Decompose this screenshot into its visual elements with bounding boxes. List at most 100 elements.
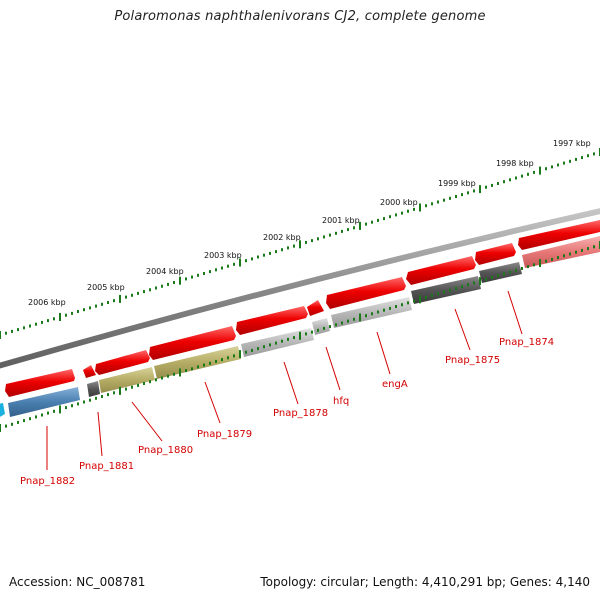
inner-ring-minor-tick <box>257 347 259 351</box>
inner-ring-major-tick <box>239 350 241 359</box>
callout-line-pnap-1880 <box>131 401 163 442</box>
inner-ring-minor-tick <box>23 419 25 423</box>
scale-ring-minor-tick <box>563 161 565 165</box>
inner-ring-minor-tick <box>377 310 379 314</box>
gene-reverse-light-2 <box>312 318 330 335</box>
inner-ring-minor-tick <box>437 292 439 296</box>
callout-line-pnap-1879 <box>204 381 221 424</box>
inner-ring-minor-tick <box>425 296 427 299</box>
inner-ring-minor-tick <box>545 259 547 263</box>
inner-ring-minor-tick <box>305 332 307 336</box>
scale-ring-minor-tick <box>407 209 409 213</box>
scale-ring-minor-tick <box>89 306 91 310</box>
inner-ring-minor-tick <box>203 363 205 367</box>
gene-reverse-olive-1 <box>99 367 155 393</box>
inner-ring-minor-tick <box>35 415 37 419</box>
scale-ring-minor-tick <box>23 326 25 330</box>
scale-ring-minor-tick <box>533 170 535 174</box>
gene-label-pnap-1881: Pnap_1881 <box>79 461 134 472</box>
inner-ring-minor-tick <box>17 420 19 424</box>
scale-ring-minor-tick <box>365 222 367 226</box>
inner-ring-minor-tick <box>191 367 193 371</box>
inner-ring-minor-tick <box>269 343 271 347</box>
scale-ring-minor-tick <box>5 331 7 335</box>
scale-ring-minor-tick <box>401 211 403 215</box>
scale-ring-minor-tick <box>53 317 55 321</box>
inner-ring-minor-tick <box>311 330 313 334</box>
scale-ring-minor-tick <box>443 198 445 202</box>
inner-ring-minor-tick <box>485 277 487 281</box>
inner-ring-minor-tick <box>323 326 325 330</box>
scale-ring-minor-tick <box>113 299 115 303</box>
scale-ring-minor-tick <box>521 174 523 178</box>
inner-ring-minor-tick <box>65 406 67 410</box>
scale-ring-minor-tick <box>593 152 595 156</box>
gene-forward-4 <box>149 326 236 360</box>
inner-ring-major-tick <box>479 277 481 286</box>
gene-forward-2 <box>83 365 96 378</box>
scale-ring-minor-tick <box>17 328 19 332</box>
scale-ring-minor-tick <box>173 281 175 284</box>
gene-reverse-blue <box>8 387 80 417</box>
scale-ring-minor-tick <box>353 226 355 230</box>
scale-ring-dots <box>5 152 595 335</box>
gene-label-pnap-1875: Pnap_1875 <box>445 355 500 366</box>
inner-ring-minor-tick <box>167 374 169 378</box>
inner-ring-minor-tick <box>245 350 247 354</box>
gene-label-pnap-1879: Pnap_1879 <box>197 429 252 440</box>
scale-ring-minor-tick <box>263 253 265 257</box>
gene-callout-lines <box>46 290 523 470</box>
scale-ring-minor-tick <box>383 217 385 221</box>
scale-ring-minor-tick <box>227 264 229 268</box>
inner-ring-minor-tick <box>173 372 175 376</box>
callout-line-pnap-1878 <box>283 361 299 405</box>
genome-summary-text: Topology: circular; Length: 4,410,291 bp… <box>260 575 590 589</box>
inner-ring-minor-tick <box>281 339 283 343</box>
inner-ring-minor-tick <box>365 314 367 318</box>
inner-ring-dots <box>5 245 595 428</box>
inner-ring-minor-tick <box>41 413 43 417</box>
scale-ring-minor-tick <box>497 182 499 185</box>
scale-ring-minor-tick <box>29 324 31 328</box>
inner-ring-major-tick <box>299 331 301 340</box>
scale-ring-minor-tick <box>41 320 43 324</box>
scale-ring-minor-tick <box>251 257 253 261</box>
inner-ring-minor-tick <box>197 365 199 369</box>
inner-ring-minor-tick <box>383 308 385 312</box>
inner-ring-minor-tick <box>317 328 319 332</box>
gene-reverse-pink <box>522 236 600 268</box>
scale-ring-minor-tick <box>143 290 145 294</box>
scale-ring-minor-tick <box>281 248 283 252</box>
gene-reverse-dark-1 <box>411 276 481 304</box>
scale-ring-minor-tick <box>395 213 397 217</box>
inner-ring-minor-tick <box>47 411 49 415</box>
reverse-strand-genes <box>0 236 600 417</box>
scale-ring-minor-tick <box>371 220 373 224</box>
scale-ring-major-tick <box>479 185 481 194</box>
scale-ring-minor-tick <box>125 295 127 299</box>
scale-ring-minor-tick <box>335 231 337 235</box>
scale-ring-minor-tick <box>323 235 325 239</box>
scale-ring-major-tick <box>419 203 421 212</box>
scale-ring-minor-tick <box>329 233 331 237</box>
inner-ring-minor-tick <box>521 267 523 270</box>
scale-ring-minor-tick <box>581 156 583 160</box>
scale-ring-minor-tick <box>431 202 433 206</box>
gene-label-pnap-1882: Pnap_1882 <box>20 476 75 487</box>
inner-ring-minor-tick <box>407 301 409 305</box>
genome-backbone <box>0 208 600 369</box>
inner-ring-minor-tick <box>581 248 583 252</box>
scale-ring-minor-tick <box>473 189 475 193</box>
scale-ring-minor-tick <box>377 218 379 222</box>
scale-label-1998: 1998 kbp <box>496 159 534 168</box>
scale-ring-minor-tick <box>209 270 211 274</box>
inner-ring-minor-tick <box>11 422 13 426</box>
inner-ring-minor-tick <box>557 256 559 260</box>
scale-label-2003: 2003 kbp <box>204 251 242 260</box>
scale-ring-minor-tick <box>269 251 271 255</box>
inner-ring-minor-tick <box>449 288 451 292</box>
scale-ring-minor-tick <box>71 311 73 315</box>
scale-ring-minor-tick <box>35 322 37 326</box>
scale-ring-major-tick <box>119 294 121 303</box>
